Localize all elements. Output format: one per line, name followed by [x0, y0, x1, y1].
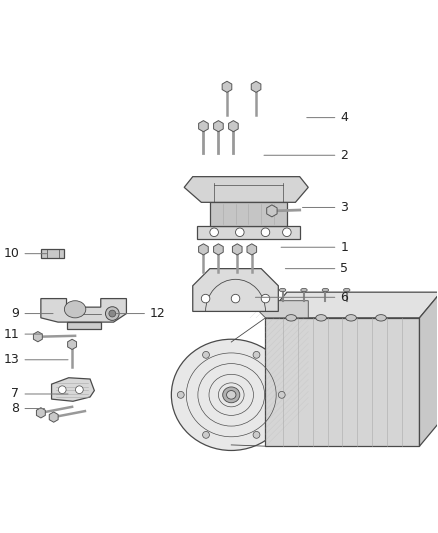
Circle shape	[253, 431, 260, 438]
Polygon shape	[36, 408, 45, 418]
Circle shape	[109, 310, 116, 317]
Polygon shape	[247, 244, 257, 255]
Polygon shape	[67, 322, 101, 328]
Ellipse shape	[301, 288, 307, 292]
Polygon shape	[184, 176, 308, 203]
Ellipse shape	[279, 288, 286, 292]
Polygon shape	[265, 292, 438, 318]
Circle shape	[106, 306, 119, 320]
Text: 5: 5	[286, 262, 348, 275]
Text: 7: 7	[11, 387, 68, 400]
Text: 12: 12	[117, 307, 166, 320]
Polygon shape	[214, 244, 223, 255]
Circle shape	[236, 228, 244, 237]
Polygon shape	[52, 378, 94, 401]
Circle shape	[58, 386, 66, 393]
Circle shape	[201, 294, 210, 303]
Polygon shape	[67, 339, 77, 350]
Polygon shape	[41, 248, 64, 258]
Circle shape	[283, 228, 291, 237]
Text: 3: 3	[303, 201, 348, 214]
Text: 13: 13	[4, 353, 68, 366]
Text: 10: 10	[4, 247, 46, 260]
Circle shape	[253, 351, 260, 358]
Ellipse shape	[226, 391, 236, 399]
Circle shape	[231, 294, 240, 303]
Circle shape	[261, 294, 270, 303]
Polygon shape	[229, 120, 238, 132]
Polygon shape	[198, 244, 208, 255]
Polygon shape	[198, 120, 208, 132]
Polygon shape	[193, 269, 278, 311]
Circle shape	[210, 228, 219, 237]
Ellipse shape	[64, 301, 86, 318]
Polygon shape	[49, 412, 58, 422]
Ellipse shape	[223, 387, 240, 403]
Text: 8: 8	[11, 402, 45, 415]
Circle shape	[203, 431, 209, 438]
Text: 1: 1	[281, 241, 348, 254]
Text: 9: 9	[11, 307, 53, 320]
Polygon shape	[41, 298, 127, 322]
Polygon shape	[248, 301, 308, 318]
Polygon shape	[210, 203, 287, 226]
Text: 6: 6	[255, 291, 348, 304]
Circle shape	[177, 391, 184, 398]
Polygon shape	[197, 226, 300, 239]
Text: 2: 2	[264, 149, 348, 161]
Circle shape	[75, 386, 83, 393]
Ellipse shape	[322, 288, 328, 292]
Ellipse shape	[346, 314, 357, 321]
Ellipse shape	[286, 314, 297, 321]
Ellipse shape	[171, 339, 291, 450]
Polygon shape	[33, 332, 42, 342]
Text: 4: 4	[307, 111, 348, 124]
Circle shape	[203, 351, 209, 358]
Polygon shape	[222, 81, 232, 92]
Polygon shape	[233, 244, 242, 255]
Circle shape	[278, 391, 285, 398]
Circle shape	[261, 228, 270, 237]
Polygon shape	[251, 81, 261, 92]
Polygon shape	[267, 205, 277, 217]
Ellipse shape	[316, 314, 326, 321]
Ellipse shape	[376, 314, 386, 321]
Polygon shape	[265, 318, 420, 446]
Text: 11: 11	[4, 328, 42, 341]
Polygon shape	[214, 120, 223, 132]
Ellipse shape	[343, 288, 350, 292]
Polygon shape	[420, 292, 438, 446]
